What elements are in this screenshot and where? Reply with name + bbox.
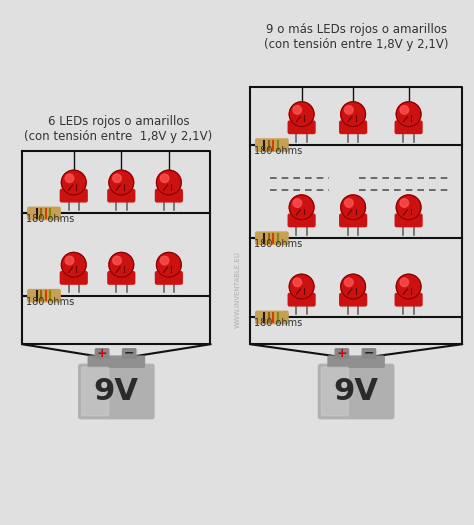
- FancyBboxPatch shape: [340, 214, 366, 227]
- FancyBboxPatch shape: [395, 293, 422, 306]
- Text: 180 ohms: 180 ohms: [254, 318, 302, 329]
- FancyBboxPatch shape: [122, 349, 136, 358]
- Circle shape: [113, 256, 121, 265]
- Text: 180 ohms: 180 ohms: [26, 297, 74, 307]
- FancyBboxPatch shape: [255, 311, 288, 323]
- FancyBboxPatch shape: [60, 190, 87, 202]
- Circle shape: [396, 102, 421, 127]
- Circle shape: [61, 170, 86, 195]
- Text: 9V: 9V: [94, 377, 139, 406]
- Text: 180 ohms: 180 ohms: [254, 239, 302, 249]
- FancyBboxPatch shape: [395, 214, 422, 227]
- FancyBboxPatch shape: [328, 356, 384, 368]
- Circle shape: [396, 274, 421, 299]
- Circle shape: [65, 256, 74, 265]
- Circle shape: [345, 106, 353, 114]
- FancyBboxPatch shape: [28, 207, 60, 219]
- Circle shape: [65, 174, 74, 183]
- Circle shape: [341, 195, 365, 219]
- Text: +: +: [337, 347, 347, 360]
- Text: 6 LEDs rojos o amarillos
(con tensión entre  1,8V y 2,1V): 6 LEDs rojos o amarillos (con tensión en…: [24, 116, 212, 143]
- FancyBboxPatch shape: [335, 349, 348, 358]
- Text: WWW.INVENTABLE.EU: WWW.INVENTABLE.EU: [235, 251, 241, 328]
- Text: +: +: [97, 347, 108, 360]
- FancyBboxPatch shape: [28, 290, 60, 302]
- Circle shape: [289, 274, 314, 299]
- Circle shape: [293, 278, 301, 287]
- Circle shape: [289, 102, 314, 127]
- FancyBboxPatch shape: [79, 364, 154, 418]
- Text: 9 o más LEDs rojos o amarillos
(con tensión entre 1,8V y 2,1V): 9 o más LEDs rojos o amarillos (con tens…: [264, 23, 448, 51]
- Circle shape: [160, 174, 169, 183]
- Text: −: −: [364, 347, 374, 360]
- Circle shape: [160, 256, 169, 265]
- FancyBboxPatch shape: [60, 271, 87, 284]
- Circle shape: [400, 199, 409, 207]
- FancyBboxPatch shape: [340, 293, 366, 306]
- FancyBboxPatch shape: [255, 139, 288, 151]
- FancyBboxPatch shape: [155, 190, 182, 202]
- FancyBboxPatch shape: [395, 121, 422, 133]
- FancyBboxPatch shape: [108, 271, 135, 284]
- Circle shape: [109, 170, 134, 195]
- Circle shape: [341, 102, 365, 127]
- FancyBboxPatch shape: [362, 349, 375, 358]
- Circle shape: [113, 174, 121, 183]
- Circle shape: [293, 106, 301, 114]
- FancyBboxPatch shape: [88, 356, 145, 368]
- FancyBboxPatch shape: [288, 214, 315, 227]
- FancyBboxPatch shape: [340, 121, 366, 133]
- Circle shape: [289, 195, 314, 219]
- FancyBboxPatch shape: [288, 293, 315, 306]
- Circle shape: [400, 278, 409, 287]
- Text: 9V: 9V: [334, 377, 379, 406]
- Circle shape: [293, 199, 301, 207]
- Circle shape: [61, 253, 86, 277]
- FancyBboxPatch shape: [288, 121, 315, 133]
- Circle shape: [109, 253, 134, 277]
- FancyBboxPatch shape: [319, 364, 394, 418]
- Circle shape: [400, 106, 409, 114]
- FancyBboxPatch shape: [108, 190, 135, 202]
- FancyBboxPatch shape: [82, 368, 109, 416]
- Circle shape: [345, 278, 353, 287]
- Circle shape: [156, 253, 181, 277]
- Text: 180 ohms: 180 ohms: [254, 146, 302, 156]
- FancyBboxPatch shape: [255, 232, 288, 244]
- FancyBboxPatch shape: [155, 271, 182, 284]
- Circle shape: [396, 195, 421, 219]
- FancyBboxPatch shape: [321, 368, 348, 416]
- Text: −: −: [124, 347, 135, 360]
- Circle shape: [156, 170, 181, 195]
- Text: 180 ohms: 180 ohms: [26, 214, 74, 224]
- FancyBboxPatch shape: [95, 349, 109, 358]
- Circle shape: [345, 199, 353, 207]
- Circle shape: [341, 274, 365, 299]
